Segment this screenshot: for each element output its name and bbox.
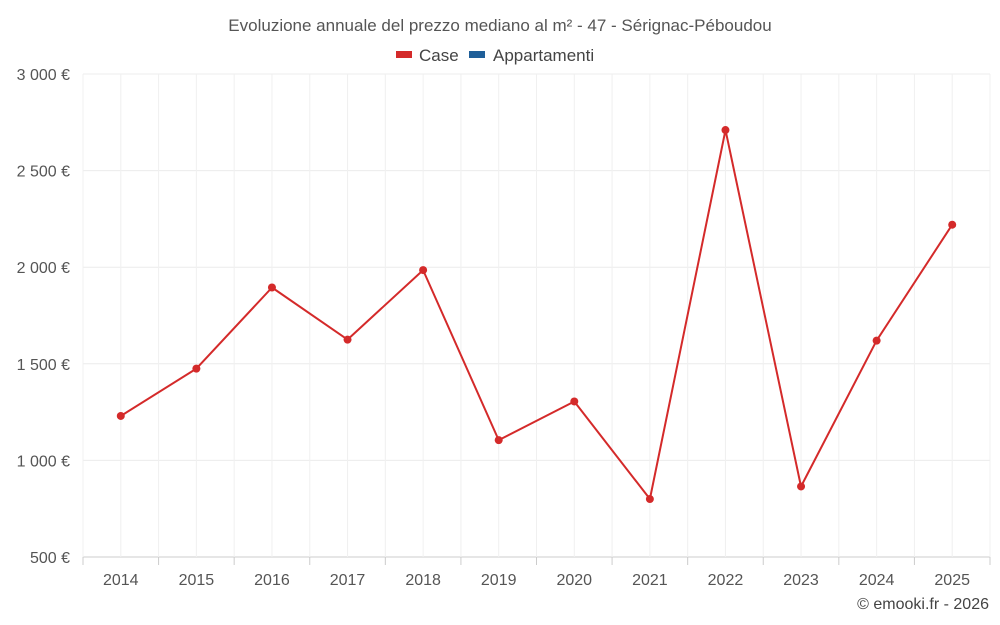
data-point[interactable]	[948, 220, 957, 229]
y-tick-label: 1 000 €	[17, 453, 70, 470]
data-point[interactable]	[343, 335, 352, 344]
data-point[interactable]	[494, 436, 503, 445]
data-point[interactable]	[570, 397, 579, 406]
legend-label-case[interactable]: Case	[419, 46, 459, 65]
series-line	[120, 129, 954, 500]
data-point[interactable]	[721, 126, 730, 135]
data-point[interactable]	[192, 364, 201, 373]
data-point[interactable]	[116, 411, 125, 420]
y-tick-label: 3 000 €	[17, 67, 70, 84]
legend-swatch-case	[396, 51, 412, 58]
x-tick-label: 2018	[405, 572, 441, 589]
chart-title: Evoluzione annuale del prezzo mediano al…	[228, 16, 771, 35]
credit-text: © emooki.fr - 2026	[857, 596, 989, 613]
x-tick-label: 2022	[708, 572, 744, 589]
data-point[interactable]	[645, 495, 654, 504]
x-tick-label: 2021	[632, 572, 668, 589]
x-tick-label: 2024	[859, 572, 895, 589]
data-point[interactable]	[419, 266, 428, 275]
y-tick-label: 500 €	[30, 550, 70, 567]
legend[interactable]: Case Appartamenti	[396, 46, 594, 65]
x-tick-label: 2023	[783, 572, 819, 589]
x-tick-label: 2016	[254, 572, 290, 589]
x-tick-label: 2025	[934, 572, 970, 589]
grid	[82, 73, 991, 558]
legend-label-appartamenti[interactable]: Appartamenti	[493, 46, 594, 65]
x-tick-label: 2017	[330, 572, 366, 589]
y-axis: 500 € 1 000 € 1 500 € 2 000 € 2 500 € 3 000 €	[17, 67, 70, 567]
x-tick-label: 2020	[556, 572, 592, 589]
series-case	[116, 126, 957, 504]
data-point[interactable]	[267, 283, 276, 292]
legend-swatch-appartamenti	[469, 51, 485, 58]
y-tick-label: 2 500 €	[17, 164, 70, 181]
data-point[interactable]	[872, 336, 881, 345]
y-tick-label: 1 500 €	[17, 357, 70, 374]
x-tick-label: 2015	[179, 572, 215, 589]
x-axis: 2014 2015 2016 2017 2018 2019 2020 2021 2022 2023…	[82, 557, 991, 589]
data-point[interactable]	[797, 482, 806, 491]
x-tick-label: 2019	[481, 572, 517, 589]
y-tick-label: 2 000 €	[17, 260, 70, 277]
x-tick-label: 2014	[103, 572, 139, 589]
